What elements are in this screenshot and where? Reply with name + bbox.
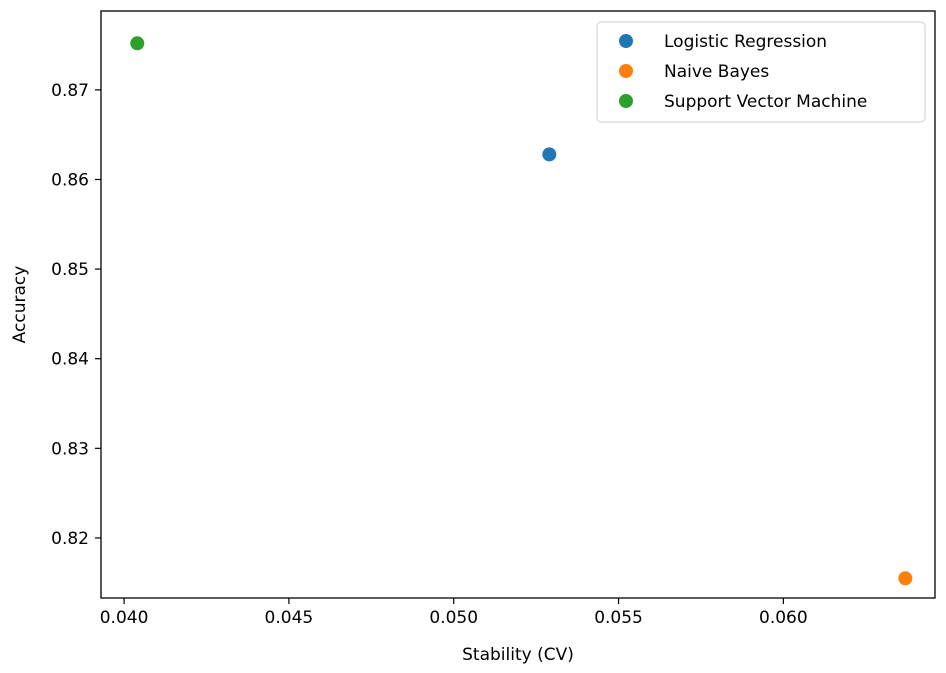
- legend-marker: [619, 34, 633, 48]
- x-tick-label: 0.040: [100, 608, 149, 628]
- y-tick-label: 0.87: [51, 81, 89, 101]
- legend-label: Support Vector Machine: [664, 92, 867, 112]
- x-tick-label: 0.050: [429, 608, 478, 628]
- x-axis-label: Stability (CV): [462, 645, 574, 665]
- legend-marker: [619, 64, 633, 78]
- legend: Logistic Regression Naive Bayes Support Ve…: [596, 21, 926, 123]
- legend-marker: [619, 94, 633, 108]
- data-point-logistic-regression: [542, 147, 557, 162]
- legend-box: [596, 21, 926, 123]
- data-point-naive-bayes: [898, 571, 913, 586]
- data-points: [130, 36, 913, 586]
- axes: 0.040 0.045 0.050 0.055 0.060 0.82 0.83 0.84 0.8…: [10, 10, 936, 665]
- x-tick-label: 0.045: [265, 608, 314, 628]
- plot-frame: [100, 10, 936, 599]
- y-axis-label: Accuracy: [10, 266, 30, 344]
- legend-label: Logistic Regression: [664, 32, 827, 52]
- y-tick-label: 0.86: [51, 170, 89, 190]
- legend-label: Naive Bayes: [664, 62, 769, 82]
- y-tick-label: 0.84: [51, 350, 89, 370]
- y-tick-label: 0.83: [51, 439, 89, 459]
- y-tick-label: 0.82: [51, 529, 89, 549]
- x-tick-label: 0.060: [759, 608, 808, 628]
- y-tick-label: 0.85: [51, 260, 89, 280]
- x-tick-label: 0.055: [594, 608, 643, 628]
- data-point-support-vector-machine: [130, 36, 145, 51]
